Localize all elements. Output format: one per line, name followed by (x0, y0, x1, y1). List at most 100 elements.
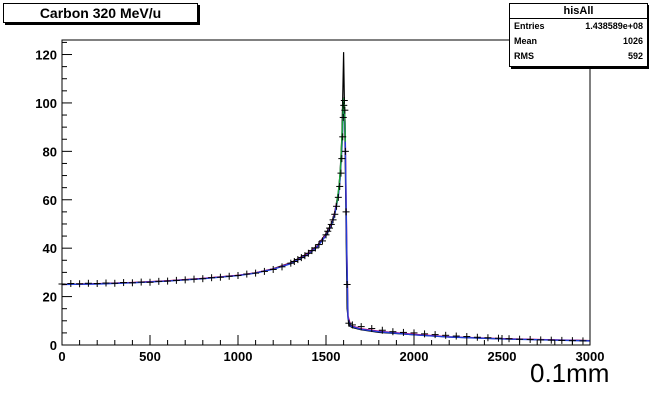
data-point-marker (345, 319, 353, 327)
data-point-marker (389, 328, 397, 336)
data-point-marker (137, 278, 145, 286)
data-point-marker (164, 277, 172, 285)
data-point-marker (324, 227, 332, 235)
data-point-marker (327, 220, 335, 228)
x-tick-label: 1000 (224, 349, 253, 364)
data-point-marker (326, 224, 334, 232)
x-tick-label: 500 (139, 349, 161, 364)
data-point-marker (172, 276, 180, 284)
data-point-marker (340, 101, 348, 109)
data-point-marker (338, 155, 346, 163)
data-point-marker (339, 133, 347, 141)
data-point-marker (311, 244, 319, 252)
stats-entries-value: 1.438589e+08 (585, 21, 643, 31)
data-point-marker (336, 182, 344, 190)
y-tick-label: 80 (43, 144, 57, 159)
data-point-marker (199, 275, 207, 283)
data-point-marker (67, 280, 75, 288)
data-point-marker (399, 328, 407, 336)
data-point-marker (301, 252, 309, 260)
x-tick-label: 0 (58, 349, 65, 364)
x-axis-unit-label: 0.1mm (530, 358, 610, 388)
data-point-marker (473, 333, 481, 341)
data-point-marker (331, 210, 339, 218)
stats-mean-label: Mean (514, 36, 538, 46)
data-point-marker (308, 247, 316, 255)
chart-title: Carbon 320 MeV/u (3, 3, 198, 23)
data-point-marker (225, 272, 233, 280)
data-point-marker (290, 257, 298, 265)
data-point-marker (494, 334, 502, 342)
data-point-marker (431, 331, 439, 339)
data-point-marker (190, 275, 198, 283)
data-point-marker (341, 147, 349, 155)
data-point-marker (297, 254, 305, 262)
data-point-marker (421, 330, 429, 338)
data-point-marker (340, 97, 348, 105)
stats-rms-label: RMS (514, 51, 534, 61)
stats-rms-value: 592 (627, 51, 643, 61)
data-point-marker (294, 256, 302, 264)
data-point-marker (579, 337, 587, 345)
data-point-marker (537, 336, 545, 344)
data-point-marker (339, 113, 347, 121)
data-point-marker (155, 277, 163, 285)
data-point-marker (442, 331, 450, 339)
y-tick-label: 100 (35, 96, 57, 111)
stats-mean-value: 1026 (622, 36, 643, 46)
data-point-marker (76, 280, 84, 288)
y-tick-label: 40 (43, 241, 57, 256)
data-point-marker (343, 280, 351, 288)
x-tick-label: 2000 (400, 349, 429, 364)
data-point-marker (315, 241, 323, 249)
data-point-marker (146, 278, 154, 286)
data-point-marker (260, 267, 268, 275)
x-tick-label: 1500 (312, 349, 341, 364)
data-point-marker (547, 336, 555, 344)
data-point-marker (505, 335, 513, 343)
curve-series-1 (61, 105, 591, 342)
data-point-marker (243, 270, 251, 278)
data-point-marker (287, 259, 295, 267)
stats-entries-label: Entries (514, 21, 545, 31)
data-point-marker (304, 249, 312, 257)
data-point-marker (93, 280, 101, 288)
data-point-marker (348, 321, 356, 329)
data-point-marker (558, 336, 566, 344)
data-point-marker (341, 106, 349, 114)
data-point-marker (216, 273, 224, 281)
data-point-marker (334, 193, 342, 201)
data-point-marker (463, 333, 471, 341)
data-point-marker (333, 202, 341, 210)
data-point-marker (111, 279, 119, 287)
stats-title: hisAll (510, 4, 647, 19)
data-point-marker (484, 334, 492, 342)
data-point-marker (208, 274, 216, 282)
curve-series-0 (61, 102, 591, 342)
data-point-marker (278, 263, 286, 271)
data-point-marker (322, 231, 330, 239)
stats-row-mean: Mean 1026 (510, 34, 647, 49)
data-point-marker (342, 208, 350, 216)
stats-row-rms: RMS 592 (510, 49, 647, 64)
stats-row-entries: Entries 1.438589e+08 (510, 19, 647, 34)
data-point-marker (526, 335, 534, 343)
stats-box: hisAll Entries 1.438589e+08 Mean 1026 RM… (509, 3, 648, 67)
data-point-marker (102, 279, 110, 287)
data-point-marker (84, 279, 92, 287)
data-point-marker (368, 325, 376, 333)
data-point-marker (252, 269, 260, 277)
data-point-marker (318, 237, 326, 245)
data-point-marker (128, 279, 136, 287)
data-point-marker (357, 323, 365, 331)
data-point-marker (452, 332, 460, 340)
data-point-marker (337, 169, 345, 177)
data-point-marker (329, 216, 337, 224)
data-point-marker (378, 326, 386, 334)
data-point-marker (181, 276, 189, 284)
x-tick-label: 2500 (488, 349, 517, 364)
y-tick-label: 60 (43, 193, 57, 208)
y-tick-label: 120 (35, 48, 57, 63)
